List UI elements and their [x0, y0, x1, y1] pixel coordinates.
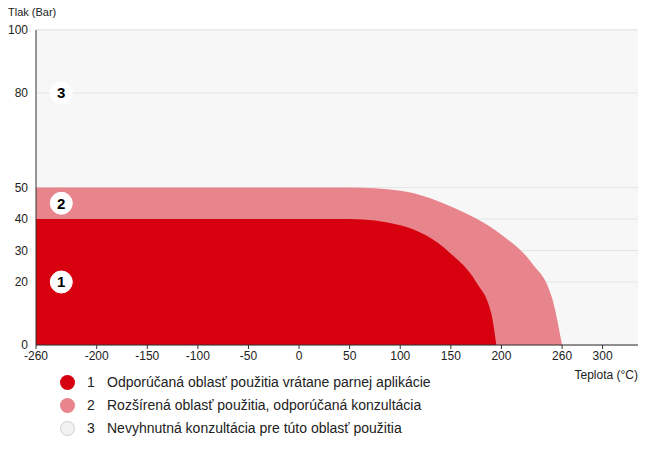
- svg-text:50: 50: [343, 349, 357, 363]
- html-text:Odporúčaná oblasť použitia vrá: Odporúčaná oblasť použitia vrátane parne…: [107, 374, 431, 390]
- html-text:3: 3: [87, 420, 95, 436]
- svg-text:-100: -100: [186, 349, 210, 363]
- svg-text:-50: -50: [240, 349, 258, 363]
- html-text:2: 2: [87, 397, 95, 413]
- html-text:Nevyhnutná konzultácia pre tút: Nevyhnutná konzultácia pre túto oblasť p…: [107, 420, 402, 436]
- svg-text:1: 1: [57, 273, 65, 290]
- svg-text:20: 20: [15, 275, 29, 289]
- svg-text:100: 100: [390, 349, 410, 363]
- svg-text:-260: -260: [24, 348, 48, 363]
- svg-text:3: 3: [57, 84, 65, 101]
- svg-text:100: 100: [8, 23, 28, 37]
- html-text:Teplota (°C): Teplota (°C): [574, 368, 638, 382]
- svg-text:40: 40: [15, 212, 29, 226]
- svg-text:260: 260: [552, 349, 572, 363]
- svg-text:200: 200: [491, 349, 511, 363]
- svg-text:0: 0: [296, 349, 303, 363]
- svg-text:150: 150: [441, 349, 461, 363]
- svg-text:2: 2: [57, 195, 65, 212]
- svg-text:0: 0: [21, 338, 28, 352]
- svg-text:-200: -200: [85, 349, 109, 363]
- svg-text:50: 50: [15, 181, 29, 195]
- svg-text:-150: -150: [135, 349, 159, 363]
- html-text:Tlak (Bar): Tlak (Bar): [8, 6, 57, 18]
- svg-text:300: 300: [593, 349, 613, 363]
- html-text:Rozšírená oblasť použitia, odp: Rozšírená oblasť použitia, odporúčaná ko…: [107, 397, 422, 413]
- svg-text:80: 80: [15, 86, 29, 100]
- html-text:1: 1: [87, 374, 95, 390]
- svg-text:30: 30: [15, 244, 29, 258]
